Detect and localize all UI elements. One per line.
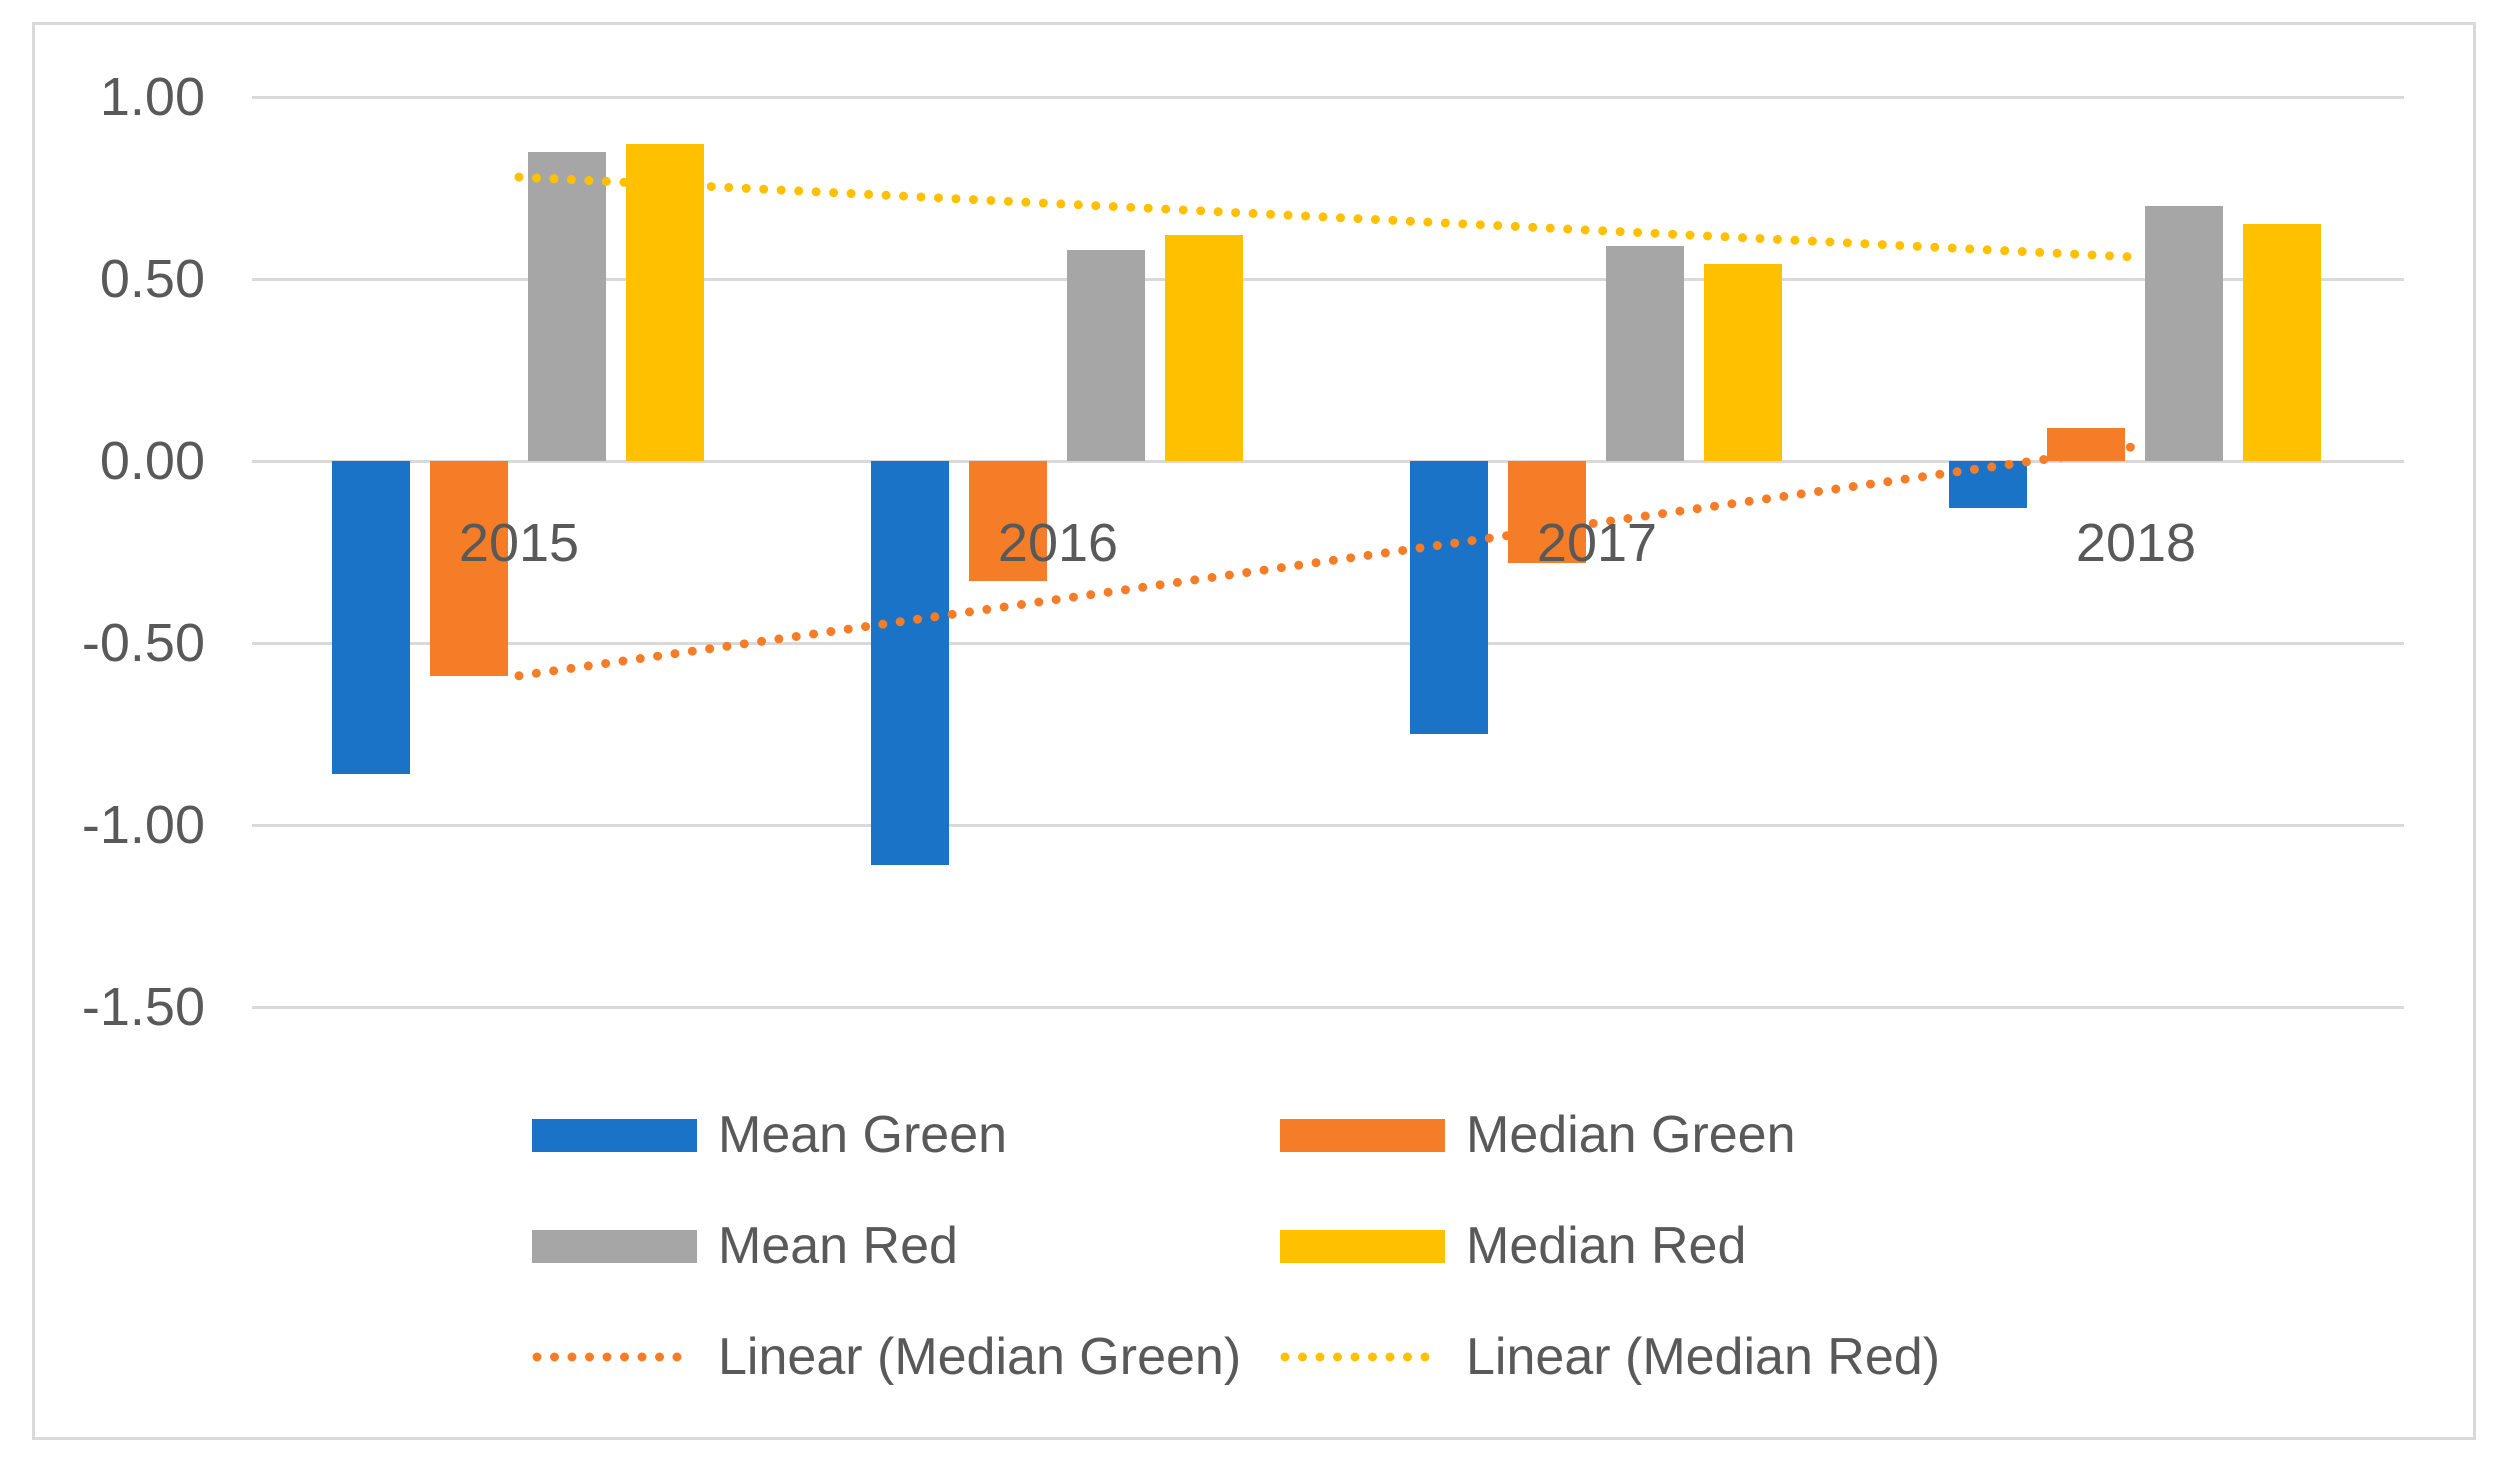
gridline-1-50 xyxy=(252,1006,2404,1009)
x-axis-category-label-2016: 2016 xyxy=(997,513,1119,573)
legend-label-mean-green: Mean Green xyxy=(718,1106,1008,1164)
legend-label-median-green: Median Green xyxy=(1466,1106,1796,1164)
y-axis-tick-label-1-00: 1.00 xyxy=(99,67,205,127)
legend-item-linear-median-green[interactable]: Linear (Median Green) xyxy=(532,1315,1241,1399)
chart-border xyxy=(32,22,2476,1440)
bar-median-green-2017[interactable] xyxy=(1508,461,1586,563)
legend-swatch-median-green xyxy=(1280,1118,1445,1152)
bar-mean-red-2017[interactable] xyxy=(1606,246,1684,461)
legend-item-median-green[interactable]: Median Green xyxy=(1280,1093,1796,1177)
bar-median-green-2016[interactable] xyxy=(969,461,1047,582)
bar-mean-red-2016[interactable] xyxy=(1067,249,1145,461)
legend-swatch-median-red xyxy=(1280,1229,1445,1263)
y-axis-tick-label-0-00: 0.00 xyxy=(99,431,205,491)
gridline-0-00 xyxy=(252,460,2404,463)
y-axis-tick-label-0-50: -0.50 xyxy=(81,613,205,673)
gridline-1-00 xyxy=(252,96,2404,99)
bar-mean-green-2017[interactable] xyxy=(1410,461,1488,734)
bar-median-red-2018[interactable] xyxy=(2243,224,2321,461)
bar-mean-green-2015[interactable] xyxy=(332,461,410,775)
legend-label-median-red: Median Red xyxy=(1466,1217,1747,1275)
trendline-linear-median-green[interactable] xyxy=(514,441,2141,681)
y-axis-tick-label-1-00: -1.00 xyxy=(81,795,205,855)
legend-swatch-mean-green xyxy=(532,1118,697,1152)
legend-swatch-linear-median-green xyxy=(532,1352,697,1362)
x-axis-category-label-2017: 2017 xyxy=(1536,513,1658,573)
legend-item-linear-median-red[interactable]: Linear (Median Red) xyxy=(1280,1315,1940,1399)
bar-mean-green-2016[interactable] xyxy=(871,461,949,866)
x-axis-category-label-2018: 2018 xyxy=(2075,513,2197,573)
legend-item-mean-green[interactable]: Mean Green xyxy=(532,1093,1007,1177)
bar-median-red-2015[interactable] xyxy=(626,144,704,461)
legend-item-median-red[interactable]: Median Red xyxy=(1280,1204,1746,1288)
bar-median-green-2015[interactable] xyxy=(430,461,508,676)
x-axis-category-label-2015: 2015 xyxy=(458,513,580,573)
bar-median-red-2016[interactable] xyxy=(1165,235,1243,461)
bar-median-red-2017[interactable] xyxy=(1704,264,1782,461)
gridline-1-00 xyxy=(252,824,2404,827)
legend-item-mean-red[interactable]: Mean Red xyxy=(532,1204,958,1288)
bar-mean-red-2018[interactable] xyxy=(2145,206,2223,461)
bar-mean-red-2015[interactable] xyxy=(528,151,606,461)
legend-label-linear-median-green: Linear (Median Green) xyxy=(718,1328,1242,1386)
gridline-0-50 xyxy=(252,278,2404,281)
legend-swatch-mean-red xyxy=(532,1229,697,1263)
legend-swatch-linear-median-red xyxy=(1280,1352,1445,1362)
gridline-0-50 xyxy=(252,642,2404,645)
y-axis-tick-label-0-50: 0.50 xyxy=(99,249,205,309)
legend-label-mean-red: Mean Red xyxy=(718,1217,958,1275)
y-axis-tick-label-1-50: -1.50 xyxy=(81,977,205,1037)
trendline-linear-median-red[interactable] xyxy=(514,172,2141,262)
legend-label-linear-median-red: Linear (Median Red) xyxy=(1466,1328,1941,1386)
